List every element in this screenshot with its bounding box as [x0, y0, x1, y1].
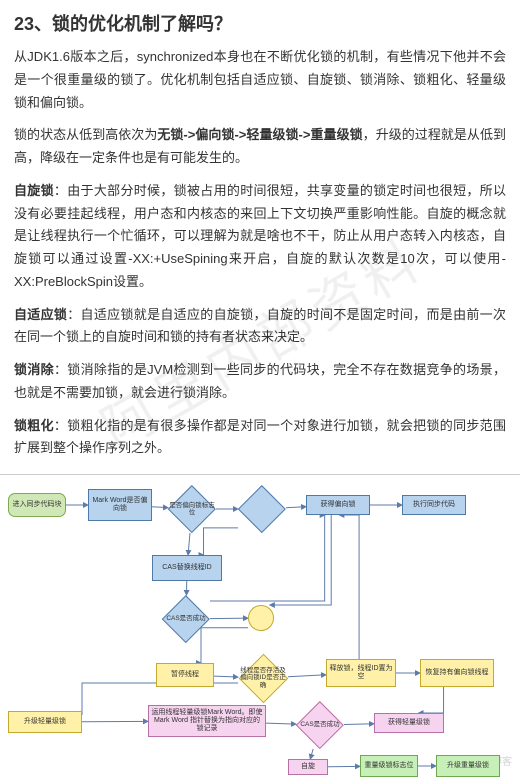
flow-node: 获得偏向锁 — [306, 495, 370, 515]
flow-node: 运用线程轻量级锁Mark Word。即使Mark Word 指针替换为指向对应的… — [148, 705, 266, 737]
flowchart-container: @51CTO博客 进入同步代码块Mark Word是否偏向锁是否偏向锁标志位获得… — [0, 474, 520, 776]
document-body: 23、锁的优化机制了解吗？ 从JDK1.6版本之后，synchronized本身… — [0, 0, 520, 474]
paragraph: 锁粗化：锁粗化指的是有很多操作都是对同一个对象进行加锁，就会把锁的同步范围扩展到… — [14, 415, 506, 461]
flow-decision: CAS是否成功 — [296, 701, 344, 749]
paragraph: 锁消除：锁消除指的是JVM检测到一些同步的代码块，完全不存在数据竞争的场景，也就… — [14, 359, 506, 405]
flow-decision — [238, 485, 286, 533]
paragraph: 自旋锁：由于大部分时候，锁被占用的时间很短，共享变量的锁定时间也很短，所以没有必… — [14, 180, 506, 294]
page-title: 23、锁的优化机制了解吗？ — [14, 10, 506, 36]
flow-node: 暂停线程 — [156, 663, 214, 687]
flow-decision: 线程是否存活及偏向锁ID是否正确 — [238, 653, 288, 703]
paragraph: 自适应锁：自适应锁就是自适应的自旋锁，自旋的时间不是固定时间，而是由前一次在同一… — [14, 304, 506, 350]
flow-node: 执行同步代码 — [402, 495, 466, 515]
flow-node — [248, 605, 274, 631]
flow-node: 升级重量级锁 — [436, 755, 500, 777]
flow-edge — [266, 723, 296, 724]
flowchart: @51CTO博客 进入同步代码块Mark Word是否偏向锁是否偏向锁标志位获得… — [0, 474, 520, 776]
flow-edge — [339, 515, 359, 659]
flow-node: 释放锁，线程ID置为空 — [326, 659, 396, 687]
paragraph: 从JDK1.6版本之后，synchronized本身也在不断优化锁的机制，有些情… — [14, 46, 506, 114]
paragraph: 锁的状态从低到高依次为无锁->偏向锁->轻量级锁->重量级锁，升级的过程就是从低… — [14, 124, 506, 170]
flow-edge — [419, 687, 444, 713]
flow-edge — [310, 749, 313, 759]
flow-edge — [152, 507, 168, 508]
flow-decision: CAS是否成功 — [162, 595, 210, 643]
flow-edge — [188, 533, 190, 555]
flow-decision: 是否偏向锁标志位 — [168, 485, 216, 533]
flow-edge — [288, 675, 326, 677]
flow-node: Mark Word是否偏向锁 — [88, 489, 152, 521]
flow-edge — [210, 618, 248, 619]
flow-node: 重量级锁标志位 — [360, 755, 418, 777]
flow-node: 获得轻量级锁 — [374, 713, 444, 733]
flow-node: 升级轻量级锁 — [8, 711, 82, 733]
flow-edge — [344, 724, 374, 725]
flow-edge — [286, 507, 306, 508]
flow-node: 恢复持有偏向锁线程 — [420, 659, 494, 687]
flow-edge — [214, 676, 238, 677]
flow-node: CAS替换线程ID — [152, 555, 222, 581]
flow-node: 自旋 — [288, 759, 328, 775]
flow-node: 进入同步代码块 — [8, 493, 66, 517]
paragraph-list: 从JDK1.6版本之后，synchronized本身也在不断优化锁的机制，有些情… — [14, 46, 506, 460]
